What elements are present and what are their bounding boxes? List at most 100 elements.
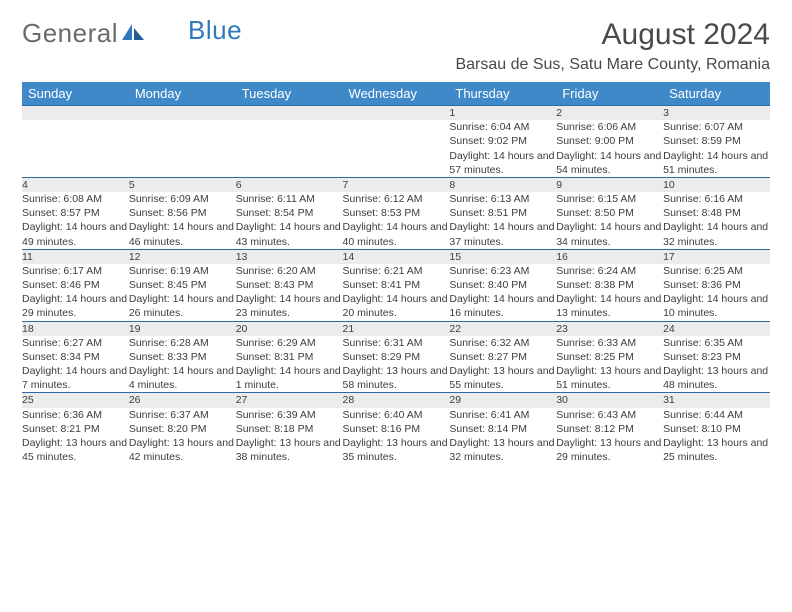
day-number-cell: 19 bbox=[129, 321, 236, 336]
day-info-cell: Sunrise: 6:24 AMSunset: 8:38 PMDaylight:… bbox=[556, 264, 663, 321]
day-number-cell: 4 bbox=[22, 177, 129, 192]
day-info-cell: Sunrise: 6:32 AMSunset: 8:27 PMDaylight:… bbox=[449, 336, 556, 393]
sunrise-line: Sunrise: 6:17 AM bbox=[22, 264, 129, 278]
sunset-line: Sunset: 8:41 PM bbox=[343, 278, 450, 292]
day-info-cell: Sunrise: 6:11 AMSunset: 8:54 PMDaylight:… bbox=[236, 192, 343, 249]
day-number-cell: 25 bbox=[22, 393, 129, 408]
sunrise-line: Sunrise: 6:29 AM bbox=[236, 336, 343, 350]
day-info-cell: Sunrise: 6:43 AMSunset: 8:12 PMDaylight:… bbox=[556, 408, 663, 465]
calendar-body: 123 Sunrise: 6:04 AMSunset: 9:02 PMDayli… bbox=[22, 106, 770, 465]
day-number-cell: 15 bbox=[449, 249, 556, 264]
day-info-row: Sunrise: 6:36 AMSunset: 8:21 PM Daylight:… bbox=[22, 408, 770, 465]
day-number-cell: 24 bbox=[663, 321, 770, 336]
sunset-line: Sunset: 8:34 PM bbox=[22, 350, 129, 364]
day-info-cell: Sunrise: 6:17 AMSunset: 8:46 PMDaylight:… bbox=[22, 264, 129, 321]
day-number-cell: 2 bbox=[556, 106, 663, 121]
daylight-line: Daylight: 14 hours and 43 minutes. bbox=[236, 220, 343, 248]
day-info-cell: Sunrise: 6:21 AMSunset: 8:41 PMDaylight:… bbox=[343, 264, 450, 321]
day-info-cell: Sunrise: 6:07 AMSunset: 8:59 PMDaylight:… bbox=[663, 120, 770, 177]
sunrise-line: Sunrise: 6:06 AM bbox=[556, 120, 663, 134]
day-info-cell: Sunrise: 6:33 AMSunset: 8:25 PMDaylight:… bbox=[556, 336, 663, 393]
day-info-cell: Sunrise: 6:20 AMSunset: 8:43 PMDaylight:… bbox=[236, 264, 343, 321]
location: Barsau de Sus, Satu Mare County, Romania bbox=[455, 56, 770, 74]
day-info-cell bbox=[343, 120, 450, 177]
day-number-cell: 7 bbox=[343, 177, 450, 192]
sunrise-line: Sunrise: 6:27 AM bbox=[22, 336, 129, 350]
day-number-row: 25262728293031 bbox=[22, 393, 770, 408]
day-number-cell: 30 bbox=[556, 393, 663, 408]
sunrise-line: Sunrise: 6:08 AM bbox=[22, 192, 129, 206]
day-number-cell: 3 bbox=[663, 106, 770, 121]
day-info-cell: Sunrise: 6:06 AMSunset: 9:00 PMDaylight:… bbox=[556, 120, 663, 177]
day-number-cell: 6 bbox=[236, 177, 343, 192]
sunrise-line: Sunrise: 6:43 AM bbox=[556, 408, 663, 422]
sunrise-line: Sunrise: 6:12 AM bbox=[343, 192, 450, 206]
weekday-header: Monday bbox=[129, 82, 236, 106]
daylight-line: Daylight: 14 hours and 4 minutes. bbox=[129, 364, 236, 392]
day-info-cell bbox=[129, 120, 236, 177]
daylight-line: Daylight: 14 hours and 16 minutes. bbox=[449, 292, 556, 320]
title-block: August 2024 Barsau de Sus, Satu Mare Cou… bbox=[455, 18, 770, 74]
weekday-header: Friday bbox=[556, 82, 663, 106]
sunrise-line: Sunrise: 6:04 AM bbox=[449, 120, 556, 134]
sunset-line: Sunset: 8:16 PM bbox=[343, 422, 450, 436]
sunset-line: Sunset: 8:23 PM bbox=[663, 350, 770, 364]
day-info-row: Sunrise: 6:27 AMSunset: 8:34 PMDaylight:… bbox=[22, 336, 770, 393]
day-number-cell bbox=[22, 106, 129, 121]
sunset-line: Sunset: 8:53 PM bbox=[343, 206, 450, 220]
day-number-row: 18192021222324 bbox=[22, 321, 770, 336]
day-info-cell: Sunrise: 6:39 AMSunset: 8:18 PMDaylight:… bbox=[236, 408, 343, 465]
day-number-cell: 20 bbox=[236, 321, 343, 336]
sunrise-line: Sunrise: 6:36 AM bbox=[22, 408, 129, 422]
sunset-line: Sunset: 8:25 PM bbox=[556, 350, 663, 364]
daylight-line: Daylight: 13 hours and 51 minutes. bbox=[556, 364, 663, 392]
sunset-line: Sunset: 8:33 PM bbox=[129, 350, 236, 364]
day-number-cell: 18 bbox=[22, 321, 129, 336]
daylight-line: Daylight: 13 hours and 25 minutes. bbox=[663, 436, 770, 464]
sunrise-line: Sunrise: 6:15 AM bbox=[556, 192, 663, 206]
sunset-line: Sunset: 9:02 PM bbox=[449, 134, 556, 148]
sunrise-line: Sunrise: 6:28 AM bbox=[129, 336, 236, 350]
day-info-cell: Sunrise: 6:23 AMSunset: 8:40 PMDaylight:… bbox=[449, 264, 556, 321]
day-info-cell: Sunrise: 6:04 AMSunset: 9:02 PMDaylight:… bbox=[449, 120, 556, 177]
sunrise-line: Sunrise: 6:39 AM bbox=[236, 408, 343, 422]
sunset-line: Sunset: 8:45 PM bbox=[129, 278, 236, 292]
day-info-cell: Sunrise: 6:41 AMSunset: 8:14 PMDaylight:… bbox=[449, 408, 556, 465]
sunrise-line: Sunrise: 6:13 AM bbox=[449, 192, 556, 206]
daylight-line: Daylight: 14 hours and 20 minutes. bbox=[343, 292, 450, 320]
sunrise-line: Sunrise: 6:19 AM bbox=[129, 264, 236, 278]
day-info-cell: Sunrise: 6:36 AMSunset: 8:21 PMDaylight:… bbox=[22, 408, 129, 465]
day-info-cell: Sunrise: 6:15 AMSunset: 8:50 PMDaylight:… bbox=[556, 192, 663, 249]
weekday-header: Sunday bbox=[22, 82, 129, 106]
daylight-line: Daylight: 13 hours and 58 minutes. bbox=[343, 364, 450, 392]
daylight-line: Daylight: 14 hours and 7 minutes. bbox=[22, 364, 129, 392]
sunrise-line: Sunrise: 6:23 AM bbox=[449, 264, 556, 278]
daylight-line: Daylight: 14 hours and 40 minutes. bbox=[343, 220, 450, 248]
day-info-cell: Sunrise: 6:13 AMSunset: 8:51 PMDaylight:… bbox=[449, 192, 556, 249]
sunset-line: Sunset: 8:31 PM bbox=[236, 350, 343, 364]
day-info-cell bbox=[236, 120, 343, 177]
daylight-line: Daylight: 14 hours and 57 minutes. bbox=[449, 149, 556, 177]
day-info-cell: Sunrise: 6:31 AMSunset: 8:29 PMDaylight:… bbox=[343, 336, 450, 393]
calendar-table: SundayMondayTuesdayWednesdayThursdayFrid… bbox=[22, 82, 770, 464]
day-info-cell: Sunrise: 6:35 AMSunset: 8:23 PMDaylight:… bbox=[663, 336, 770, 393]
day-number-cell bbox=[343, 106, 450, 121]
sunrise-line: Sunrise: 6:09 AM bbox=[129, 192, 236, 206]
daylight-line: Daylight: 13 hours and 48 minutes. bbox=[663, 364, 770, 392]
daylight-line: Daylight: 14 hours and 49 minutes. bbox=[22, 220, 129, 248]
daylight-line: Daylight: 14 hours and 54 minutes. bbox=[556, 149, 663, 177]
day-number-cell: 16 bbox=[556, 249, 663, 264]
day-info-cell: Sunrise: 6:19 AMSunset: 8:45 PMDaylight:… bbox=[129, 264, 236, 321]
sunset-line: Sunset: 8:40 PM bbox=[449, 278, 556, 292]
sunset-line: Sunset: 8:21 PM bbox=[22, 422, 129, 436]
day-info-cell: Sunrise: 6:29 AMSunset: 8:31 PMDaylight:… bbox=[236, 336, 343, 393]
day-info-cell: Sunrise: 6:09 AMSunset: 8:56 PMDaylight:… bbox=[129, 192, 236, 249]
day-info-cell: Sunrise: 6:28 AMSunset: 8:33 PMDaylight:… bbox=[129, 336, 236, 393]
sunrise-line: Sunrise: 6:40 AM bbox=[343, 408, 450, 422]
day-number-cell: 14 bbox=[343, 249, 450, 264]
sunset-line: Sunset: 8:46 PM bbox=[22, 278, 129, 292]
day-number-cell: 28 bbox=[343, 393, 450, 408]
daylight-line: Daylight: 14 hours and 46 minutes. bbox=[129, 220, 236, 248]
weekday-header: Thursday bbox=[449, 82, 556, 106]
daylight-line: Daylight: 13 hours and 38 minutes. bbox=[236, 436, 343, 464]
